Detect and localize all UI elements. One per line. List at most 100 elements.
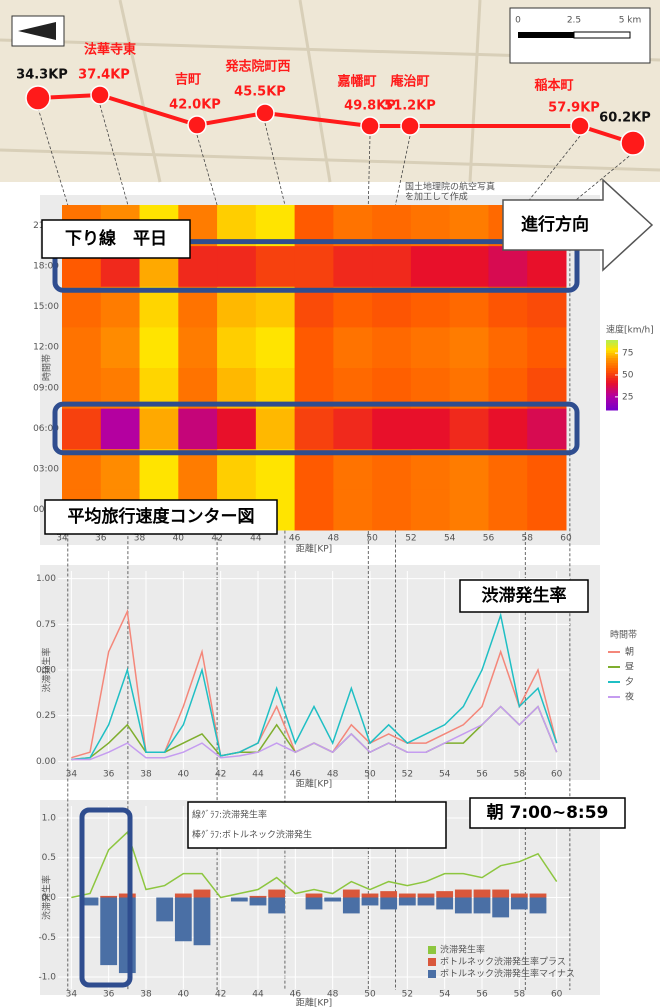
x-tick-label: 58: [514, 770, 526, 780]
station-kp: 57.9KP: [548, 101, 600, 116]
bar: [343, 890, 360, 898]
colorbar-label: 75: [622, 349, 633, 359]
station-kp: 37.4KP: [78, 68, 130, 83]
station-marker: [401, 117, 419, 135]
bar: [436, 891, 453, 897]
heat-cell: [372, 489, 411, 530]
station-kp: 45.5KP: [234, 85, 286, 100]
legend-label: 朝: [625, 647, 634, 658]
x-tick-label: 38: [134, 534, 146, 544]
scale-bar: [518, 32, 574, 38]
legend-label: 渋滞発生率: [440, 944, 485, 956]
legend-swatch: [428, 946, 436, 954]
x-tick-label: 48: [327, 770, 339, 780]
x-tick-label: 52: [405, 534, 416, 544]
legend-label: ボトルネック渋滞発生率マイナス: [440, 968, 575, 980]
y-tick-label: 12:00: [33, 343, 59, 353]
title: 平均旅行速度コンター図: [68, 506, 255, 527]
bar: [175, 894, 192, 898]
station-marker: [91, 86, 109, 104]
heat-cell: [333, 489, 372, 530]
y-tick-label: 15:00: [33, 302, 59, 312]
bar: [268, 890, 285, 898]
map-credit: を加工して作成: [405, 191, 468, 203]
x-tick-label: 60: [560, 534, 572, 544]
heat-cell: [178, 408, 217, 449]
x-tick-label: 60: [551, 990, 563, 1000]
heat-cell: [450, 489, 489, 530]
x-tick-label: 40: [178, 770, 190, 780]
x-axis-label: 距離[KP]: [296, 997, 332, 1008]
heat-cell: [178, 327, 217, 368]
legend-label: ボトルネック渋滞発生率プラス: [440, 956, 566, 968]
station-name: 庵治町: [390, 74, 429, 90]
heat-cell: [450, 327, 489, 368]
heat-cell: [295, 246, 334, 287]
bar: [119, 898, 136, 974]
direction-label: 進行方向: [521, 214, 589, 235]
station-name: 稲本町: [534, 78, 573, 94]
heat-cell: [450, 246, 489, 287]
station-marker: [256, 104, 274, 122]
x-tick-label: 36: [103, 990, 115, 1000]
bar: [418, 898, 435, 906]
bar: [511, 894, 528, 898]
bar: [492, 890, 509, 898]
bar: [194, 890, 211, 898]
bar: [156, 898, 173, 922]
bar: [306, 898, 323, 910]
scale-label: 5 km: [619, 16, 642, 26]
heat-cell: [333, 408, 372, 449]
x-tick-label: 34: [66, 770, 78, 780]
y-tick-label: 09:00: [33, 383, 59, 393]
heat-cell: [488, 327, 527, 368]
bar: [530, 898, 547, 914]
y-tick-label: 0.5: [42, 853, 56, 863]
bar: [362, 894, 379, 898]
x-tick-label: 48: [328, 534, 340, 544]
x-tick-label: 54: [439, 990, 451, 1000]
heat-cell: [411, 489, 450, 530]
heat-cell: [62, 327, 101, 368]
bar: [492, 898, 509, 918]
station-name: 吉町: [175, 73, 201, 88]
bar: [474, 898, 491, 914]
x-tick-label: 42: [215, 990, 226, 1000]
bar: [436, 898, 453, 910]
title: 渋滞発生率: [482, 585, 567, 606]
x-tick-label: 54: [439, 770, 451, 780]
x-tick-label: 46: [290, 770, 302, 780]
station-marker: [361, 117, 379, 135]
y-tick-label: 0.00: [36, 757, 56, 767]
x-tick-label: 56: [483, 534, 495, 544]
x-tick-label: 42: [215, 770, 226, 780]
bar: [511, 898, 528, 910]
heat-cell: [527, 408, 566, 449]
heat-cell: [101, 327, 140, 368]
x-tick-label: 42: [211, 534, 222, 544]
legend-label: 夜: [625, 691, 634, 703]
station-marker: [571, 117, 589, 135]
heat-cell: [140, 408, 179, 449]
legend-swatch: [428, 958, 436, 966]
y-axis-label: 時間帯: [41, 354, 53, 381]
heat-cell: [488, 489, 527, 530]
note: 棒ｸﾞﾗﾌ:ボトルネック渋滞発生: [192, 829, 312, 841]
station-name: 嘉幡町: [336, 74, 376, 90]
heat-cell: [333, 327, 372, 368]
x-tick-label: 52: [402, 770, 413, 780]
bar: [100, 896, 117, 898]
heat-cell: [488, 408, 527, 449]
heat-cell: [295, 489, 334, 530]
y-tick-label: 0.25: [36, 711, 56, 721]
heat-cell: [527, 489, 566, 530]
x-tick-label: 52: [402, 990, 413, 1000]
x-tick-label: 38: [140, 990, 152, 1000]
bar: [194, 898, 211, 946]
bar: [455, 890, 472, 898]
x-tick-label: 40: [173, 534, 185, 544]
bar: [474, 890, 491, 898]
heat-cell: [411, 327, 450, 368]
legend-label: 夕: [625, 676, 634, 688]
bar: [362, 898, 379, 906]
